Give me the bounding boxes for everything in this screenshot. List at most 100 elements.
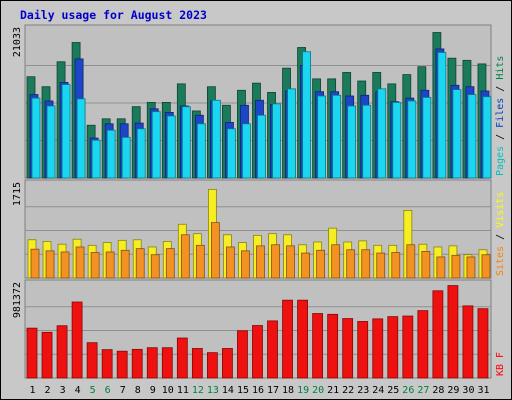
x-tick-label: 2 [45, 385, 51, 396]
x-tick-label: 5 [90, 385, 96, 396]
bar [150, 254, 160, 279]
bar [166, 115, 176, 179]
bar [297, 299, 308, 379]
bar [136, 128, 146, 179]
legend-entry: KB F [495, 352, 506, 376]
bar [327, 313, 339, 379]
bar [332, 94, 342, 179]
x-tick-label: 25 [387, 385, 399, 396]
bar [41, 331, 53, 379]
bar [105, 251, 115, 279]
legend-entry: Hits [495, 56, 506, 80]
x-tick-label: 14 [222, 385, 234, 396]
bar [272, 103, 281, 179]
x-axis-labels: 1 2 3 4 5 6 7 8 9 10 11 12 13 14 15 16 17 18 19 20 21 22 23 24 2… [30, 385, 490, 396]
bar [312, 313, 324, 379]
bar [402, 315, 414, 379]
bar [271, 244, 280, 279]
bar [462, 305, 474, 379]
bar [45, 250, 55, 279]
y-series-label: Sites / Visits [495, 192, 506, 276]
x-tick-label: 29 [447, 385, 459, 396]
x-tick-label: 20 [312, 385, 324, 396]
bar [31, 97, 41, 179]
bar [421, 251, 431, 279]
bar [257, 114, 266, 179]
bar [357, 321, 369, 379]
bar [477, 308, 489, 379]
bar [210, 222, 220, 279]
bar [135, 248, 145, 279]
bar [30, 248, 40, 279]
bar [227, 128, 236, 179]
bar [286, 245, 295, 279]
bar [346, 249, 356, 279]
x-tick-label: 7 [120, 385, 126, 396]
bar [447, 285, 459, 379]
bar [176, 337, 188, 379]
bar [101, 349, 113, 379]
panel-visits: 1715 Sites / Visits [12, 179, 506, 279]
bar [361, 249, 371, 279]
bar [196, 123, 206, 179]
bar [422, 97, 432, 179]
bar [407, 100, 417, 179]
bar [91, 139, 101, 179]
bar [76, 98, 86, 179]
x-tick-label: 18 [282, 385, 294, 396]
bar [90, 252, 100, 279]
bar [211, 99, 221, 179]
x-tick-label: 30 [462, 385, 474, 396]
bar [362, 104, 372, 179]
panel-kbytes: 981372 KB F [12, 279, 506, 379]
bar [331, 244, 341, 279]
x-tick-label: 27 [417, 385, 429, 396]
bar [180, 234, 190, 279]
x-tick-label: 19 [297, 385, 309, 396]
bar [56, 325, 68, 379]
x-tick-label: 1 [30, 385, 36, 396]
panel-hits: 21033 Pages / Files / Hits [12, 24, 506, 179]
x-tick-label: 31 [477, 385, 489, 396]
bar [86, 342, 98, 379]
y-max-label: 1715 [12, 182, 23, 206]
bar [417, 310, 429, 379]
bar [256, 245, 265, 279]
bar [116, 350, 128, 379]
bar [267, 320, 278, 379]
x-tick-label: 9 [150, 385, 156, 396]
bar [301, 252, 310, 279]
bar [121, 136, 131, 179]
bar [377, 88, 387, 179]
bar [302, 51, 311, 179]
bar [241, 250, 250, 279]
bar [466, 256, 476, 279]
legend-entry: Sites [495, 246, 506, 276]
bar [60, 251, 70, 279]
bar [222, 348, 233, 379]
x-tick-label: 13 [207, 385, 219, 396]
bar [226, 246, 235, 279]
x-tick-label: 17 [267, 385, 279, 396]
x-tick-label: 26 [402, 385, 414, 396]
x-tick-label: 11 [177, 385, 189, 396]
legend-entry: Visits [495, 192, 506, 228]
bar [106, 129, 116, 179]
bar [71, 301, 83, 379]
bar [376, 252, 386, 279]
bar [451, 254, 461, 279]
bar [342, 318, 354, 379]
bar [161, 347, 173, 379]
x-tick-label: 15 [237, 385, 249, 396]
x-tick-label: 12 [192, 385, 204, 396]
bar [481, 254, 491, 279]
bar [146, 347, 158, 379]
x-tick-label: 10 [162, 385, 174, 396]
bar [131, 348, 143, 379]
bar [252, 325, 263, 379]
bar [195, 244, 205, 279]
bar [452, 89, 462, 179]
bar [347, 105, 357, 179]
y-max-label: 981372 [12, 282, 23, 318]
